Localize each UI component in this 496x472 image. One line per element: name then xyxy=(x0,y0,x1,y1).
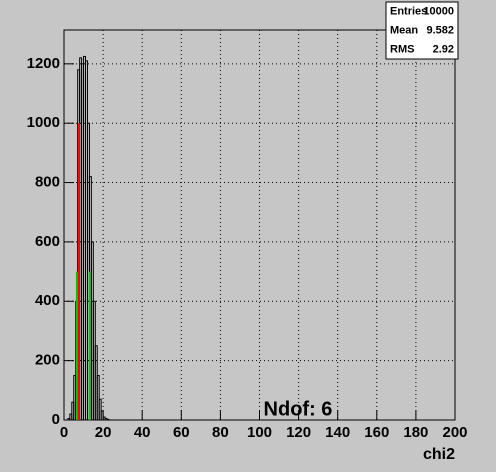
x-tick-label: 80 xyxy=(212,424,229,441)
x-tick-label: 160 xyxy=(364,424,389,441)
bin xyxy=(106,418,110,421)
x-tick-label: 200 xyxy=(442,424,467,441)
y-tick-label: 0 xyxy=(52,411,60,428)
x-tick-label: 40 xyxy=(134,424,151,441)
bin xyxy=(96,374,100,421)
stats-label: Mean xyxy=(390,24,418,36)
y-tick-label: 1000 xyxy=(27,114,60,131)
bin xyxy=(98,398,102,421)
stats-box xyxy=(385,1,459,60)
x-tick-label: 140 xyxy=(325,424,350,441)
bin xyxy=(100,410,104,421)
x-tick-label: 120 xyxy=(286,424,311,441)
y-tick-label: 1200 xyxy=(27,55,60,72)
x-tick-label: 180 xyxy=(403,424,428,441)
y-tick-label: 600 xyxy=(35,233,60,250)
y-tick-label: 800 xyxy=(35,174,60,191)
annotation: Ndof: 6 xyxy=(264,398,333,420)
stats-value: 2.92 xyxy=(433,43,454,55)
stats-value: 10000 xyxy=(423,5,454,17)
x-tick-label: 60 xyxy=(173,424,190,441)
y-tick-label: 400 xyxy=(35,292,60,309)
x-tick-label: 20 xyxy=(95,424,112,441)
x-tick-label: 100 xyxy=(247,424,272,441)
stats-value: 9.582 xyxy=(426,24,454,36)
x-tick-label: 0 xyxy=(60,424,68,441)
stats-label: RMS xyxy=(390,43,414,55)
stats-label: Entries xyxy=(390,5,427,17)
y-tick-label: 200 xyxy=(35,352,60,369)
x-axis-label: chi2 xyxy=(423,446,455,463)
